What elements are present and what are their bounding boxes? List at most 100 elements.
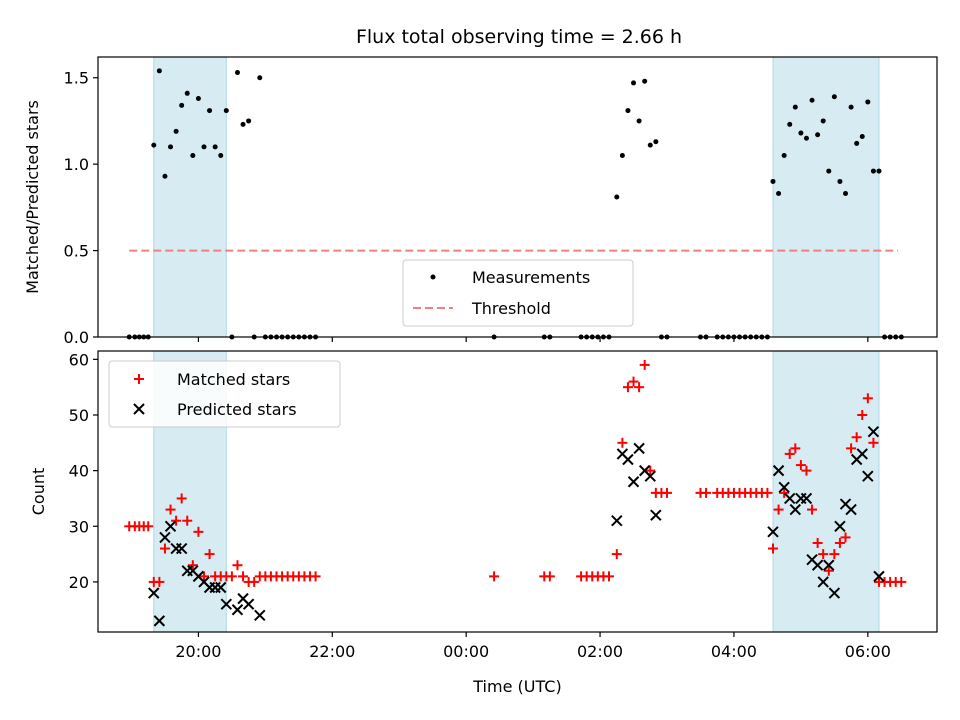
matched-star-marker (628, 376, 639, 387)
measurement-point (184, 90, 190, 96)
legend-predicted-marker (133, 403, 145, 415)
matched-star-marker (165, 504, 176, 515)
measurement-point (223, 108, 229, 114)
matched-star-marker (790, 443, 801, 454)
matched-star-marker (823, 565, 834, 576)
predicted-star-marker (164, 520, 177, 532)
predicted-star-marker (862, 470, 874, 482)
measurement-point (195, 95, 201, 101)
predicted-star-marker (622, 453, 634, 466)
matched-star-marker (851, 432, 862, 443)
measurement-point (870, 168, 876, 174)
y-tick-label: 40 (69, 462, 89, 481)
top-observing-shades (153, 56, 880, 338)
matched-star-marker (846, 443, 857, 454)
y-tick-label: 1.0 (64, 155, 89, 174)
measurement-point (859, 134, 865, 140)
measurement-point (246, 118, 252, 124)
predicted-star-marker (644, 470, 656, 482)
measurement-point (156, 68, 162, 74)
predicted-star-marker (845, 503, 857, 516)
predicted-star-marker (148, 587, 160, 599)
matched-star-marker (310, 571, 321, 582)
predicted-star-marker (834, 520, 846, 532)
measurement-point (212, 144, 218, 150)
matched-star-marker (143, 521, 154, 532)
predicted-star-marker (778, 481, 790, 494)
matched-star-marker (154, 576, 165, 587)
measurement-point (168, 144, 174, 150)
y-tick-label: 0.0 (64, 328, 89, 347)
bottom-y-ticks: 20 30 40 50 60 (69, 350, 98, 592)
predicted-star-marker (254, 609, 266, 622)
measurement-point (787, 121, 793, 127)
matched-star-marker (818, 549, 829, 560)
predicted-star-marker (856, 448, 868, 460)
measurement-point (826, 168, 832, 174)
matched-star-marker (795, 460, 806, 471)
legend-measurement-marker (430, 274, 436, 280)
top-axes-frame (97, 56, 938, 338)
predicted-star-marker (823, 559, 835, 571)
measurement-point (848, 104, 854, 110)
matched-star-marker (622, 382, 633, 393)
predicted-star-marker (784, 492, 796, 505)
matched-star-marker (159, 543, 170, 554)
matched-star-marker (701, 487, 712, 498)
predicted-star-marker (242, 598, 255, 610)
measurement-point (770, 178, 776, 184)
measurement-point (781, 153, 787, 159)
measurement-point (865, 99, 871, 105)
legend-label: Predicted stars (177, 400, 297, 419)
matched-star-marker (187, 560, 198, 571)
predicted-star-marker (867, 425, 880, 438)
predicted-star-marker (611, 515, 623, 527)
predicted-star-marker (828, 587, 841, 599)
measurement-point (776, 191, 782, 197)
measurement-point (234, 70, 240, 76)
bottom-axes-frame (97, 350, 938, 633)
measurement-point (876, 168, 882, 174)
measurement-point (837, 178, 843, 184)
measurement-point (151, 142, 157, 148)
matched-star-marker (857, 409, 868, 420)
x-axis-label: Time (UTC) (472, 677, 561, 696)
predicted-star-marker (800, 492, 813, 505)
matched-star-marker (645, 465, 656, 476)
legend-frame (402, 259, 634, 327)
matched-star-marker (840, 532, 851, 543)
top-y-ticks: 0.0 0.5 1.0 1.5 (64, 69, 98, 347)
matched-star-marker (611, 549, 622, 560)
predicted-star-marker (220, 598, 233, 610)
matched-star-marker (198, 571, 209, 582)
matched-star-marker (204, 549, 215, 560)
y-tick-label: 30 (69, 517, 89, 536)
matched-star-marker (812, 537, 823, 548)
measurement-point (257, 75, 263, 81)
predicted-star-marker (231, 604, 244, 616)
matched-star-marker (896, 576, 907, 587)
measurement-point (207, 108, 213, 114)
predicted-star-marker (789, 503, 802, 516)
predicted-star-marker (873, 570, 885, 583)
predicted-star-marker (159, 531, 171, 544)
y-tick-label: 20 (69, 573, 89, 592)
legend-matched-marker (134, 374, 144, 384)
y-tick-label: 1.5 (64, 69, 89, 88)
predicted-star-marker (633, 442, 645, 455)
matched-star-marker (238, 571, 249, 582)
matched-star-marker (868, 437, 879, 448)
predicted-star-marker (767, 526, 779, 538)
predicted-star-marker (772, 464, 785, 477)
measurement-point (162, 173, 168, 179)
matched-star-marker (639, 359, 650, 370)
matched-star-marker (232, 560, 243, 571)
count-panel: 20 30 40 50 60 20:00 22:00 00:00 02:00 04:00 06:0… (29, 350, 938, 696)
predicted-star-marker (215, 581, 227, 594)
count-points (124, 359, 907, 627)
measurement-point (653, 139, 659, 145)
top-x-ticks (197, 337, 869, 342)
matched-star-marker (176, 493, 187, 504)
legend-label: Threshold (471, 299, 551, 318)
matched-star-marker (829, 549, 840, 560)
